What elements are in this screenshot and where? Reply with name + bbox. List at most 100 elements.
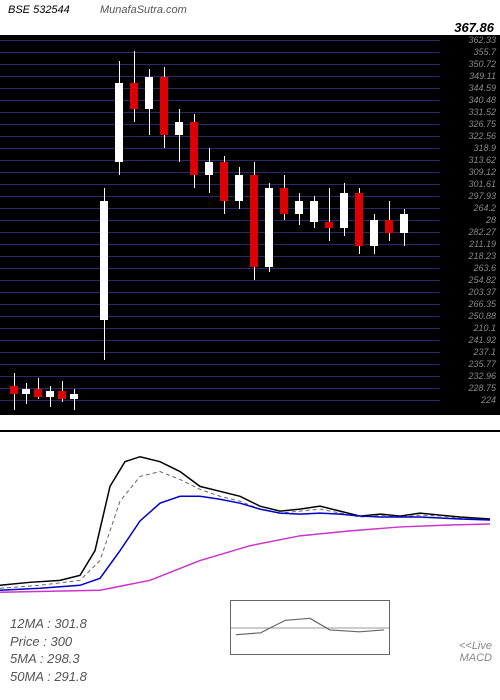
macd-inset: [230, 600, 390, 655]
site-label: MunafaSutra.com: [100, 4, 187, 16]
stat-price: Price : 300: [10, 633, 87, 651]
gridline: [0, 340, 440, 341]
y-axis-label: 254.82: [468, 275, 496, 285]
candle-body: [370, 220, 378, 246]
candle-body: [70, 394, 78, 399]
live-macd-label: <<LiveMACD: [459, 640, 492, 664]
gridline: [0, 388, 440, 389]
y-axis-label: 28: [486, 215, 496, 225]
candle-wick: [74, 389, 75, 410]
inset-line: [236, 618, 384, 634]
indicator-line: [0, 472, 490, 589]
gridline: [0, 124, 440, 125]
candle-body: [220, 162, 228, 202]
gridline: [0, 40, 440, 41]
candle-body: [295, 201, 303, 214]
candle-body: [175, 122, 183, 135]
candle-body: [46, 391, 54, 396]
y-axis-label: 313.62: [468, 155, 496, 165]
y-axis-label: 235.77: [468, 359, 496, 369]
y-axis-label: 297.93: [468, 191, 496, 201]
y-axis-label: 318.9: [473, 143, 496, 153]
gridline: [0, 208, 440, 209]
chart-container: BSE 532544 MunafaSutra.com 367.86 362.33…: [0, 0, 500, 700]
candle-body: [385, 220, 393, 233]
stat-12ma: 12MA : 301.8: [10, 615, 87, 633]
y-axis-label: 203.37: [468, 287, 496, 297]
gridline: [0, 292, 440, 293]
y-axis-label: 264.2: [473, 203, 496, 213]
y-axis-label: 282.27: [468, 227, 496, 237]
y-axis-label: 309.12: [468, 167, 496, 177]
candle-body: [265, 188, 273, 267]
gridline: [0, 328, 440, 329]
gridline: [0, 76, 440, 77]
candle-body: [190, 122, 198, 175]
candle-body: [34, 389, 42, 397]
indicator-line: [0, 457, 490, 586]
candle-body: [400, 214, 408, 232]
stat-50ma: 50MA : 291.8: [10, 668, 87, 686]
candlestick-chart: 362.33 355.7 350.72 349.11 344.59 340.48 331.5…: [0, 35, 500, 415]
gridline: [0, 352, 440, 353]
y-axis-label: 344.59: [468, 83, 496, 93]
y-axis-label: 224: [481, 395, 496, 405]
y-axis-label: 266.35: [468, 299, 496, 309]
indicator-line: [0, 496, 490, 590]
y-axis-label: 218.23: [468, 251, 496, 261]
gridline: [0, 64, 440, 65]
y-axis-label: 331.52: [468, 107, 496, 117]
y-axis-label: 326.75: [468, 119, 496, 129]
y-axis-label: 263.6: [473, 263, 496, 273]
candle-body: [145, 77, 153, 109]
y-axis-label: 349.11: [469, 71, 496, 81]
gridline: [0, 148, 440, 149]
exchange-label: BSE: [8, 4, 30, 16]
gridline: [0, 256, 440, 257]
gridline: [0, 112, 440, 113]
candle-body: [130, 83, 138, 109]
candle-body: [325, 222, 333, 227]
indicator-panel: [0, 430, 500, 610]
indicator-line: [0, 524, 490, 592]
y-axis-label: 322.56: [468, 131, 496, 141]
candle-body: [280, 188, 288, 214]
y-axis-label: 340.48: [468, 95, 496, 105]
gridline: [0, 88, 440, 89]
candle-body: [355, 193, 363, 246]
candle-body: [58, 391, 66, 399]
gridline: [0, 100, 440, 101]
candle-wick: [26, 383, 27, 404]
stats-block: 12MA : 301.8 Price : 300 5MA : 298.3 50M…: [10, 615, 87, 685]
candle-body: [340, 193, 348, 227]
y-axis-label: 241.92: [468, 335, 496, 345]
gridline: [0, 376, 440, 377]
candle-body: [205, 162, 213, 175]
candle-body: [160, 77, 168, 135]
y-axis-label: 232.96: [468, 371, 496, 381]
y-axis-label: 362.33: [468, 35, 496, 45]
ticker-label: 532544: [33, 4, 70, 16]
candle-wick: [329, 188, 330, 241]
y-axis-label: 301.61: [468, 179, 496, 189]
candle-wick: [50, 386, 51, 407]
y-axis-label: 350.72: [468, 59, 496, 69]
gridline: [0, 400, 440, 401]
gridline: [0, 280, 440, 281]
stat-5ma: 5MA : 298.3: [10, 650, 87, 668]
price-top: 367.86: [454, 20, 494, 35]
gridline: [0, 316, 440, 317]
y-axis-label: 228.75: [468, 383, 496, 393]
y-axis-label: 250.88: [468, 311, 496, 321]
candle-body: [310, 201, 318, 222]
gridline: [0, 364, 440, 365]
candle-body: [235, 175, 243, 201]
y-axis-label: 355.7: [473, 47, 496, 57]
candle-body: [22, 389, 30, 394]
candle-body: [115, 83, 123, 162]
candle-body: [10, 386, 18, 394]
header-ticker: BSE 532544: [8, 4, 70, 16]
y-axis-label: 237.1: [473, 347, 496, 357]
gridline: [0, 52, 440, 53]
candle-body: [250, 175, 258, 267]
